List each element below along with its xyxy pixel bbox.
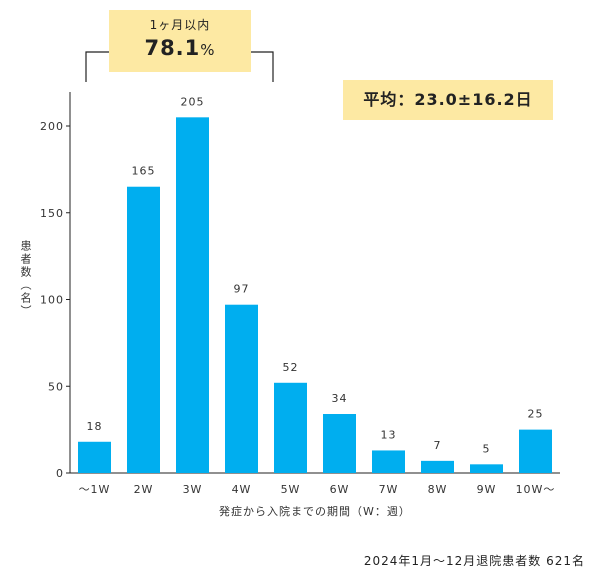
y-tick-label: 100	[40, 294, 64, 307]
data-label: 165	[132, 165, 156, 178]
within-one-month-callout: 1ヶ月以内 78.1%	[109, 10, 251, 72]
x-axis-label: 発症から入院までの期間（W：週）	[219, 505, 411, 518]
x-tick-label: 5W	[281, 483, 301, 496]
data-label: 52	[283, 361, 299, 374]
callout-percentage: 78.1%	[109, 36, 251, 60]
x-tick-label: 2W	[134, 483, 154, 496]
x-tick-label: 7W	[379, 483, 399, 496]
data-label: 25	[528, 408, 544, 421]
callout-unit: %	[200, 41, 216, 59]
bar	[78, 441, 111, 473]
data-label: 13	[381, 428, 397, 441]
data-label: 97	[234, 283, 250, 296]
bar	[127, 186, 160, 473]
bar	[274, 382, 307, 473]
y-tick-label: 200	[40, 120, 64, 133]
bar	[176, 117, 209, 473]
bar	[372, 450, 405, 473]
x-tick-label: 8W	[428, 483, 448, 496]
bar	[421, 460, 454, 473]
y-tick-label: 50	[48, 380, 64, 393]
footer-note: 2024年1月～12月退院患者数 621名	[363, 554, 585, 568]
y-tick-label: 150	[40, 207, 64, 220]
data-label: 5	[483, 442, 491, 455]
bar	[225, 304, 258, 473]
data-label: 18	[87, 420, 103, 433]
within-one-month-bracket	[85, 51, 274, 82]
data-label: 205	[181, 95, 205, 108]
callout-caption: 1ヶ月以内	[149, 18, 211, 32]
bar	[323, 414, 356, 473]
data-label: 7	[434, 439, 442, 452]
data-label: 34	[332, 392, 348, 405]
x-tick-label: 3W	[183, 483, 203, 496]
y-axis-label: 患者数（名）	[19, 240, 32, 318]
x-tick-label: 4W	[232, 483, 252, 496]
callout-value: 78.1	[144, 36, 201, 60]
y-tick-label: 0	[56, 467, 64, 480]
bar	[519, 429, 552, 473]
average-box: 平均：23.0±16.2日	[343, 80, 553, 120]
x-tick-label: 6W	[330, 483, 350, 496]
x-tick-label: ～1W	[79, 483, 111, 496]
x-tick-label: 10W～	[516, 483, 556, 496]
bar	[470, 464, 503, 473]
x-tick-label: 9W	[477, 483, 497, 496]
